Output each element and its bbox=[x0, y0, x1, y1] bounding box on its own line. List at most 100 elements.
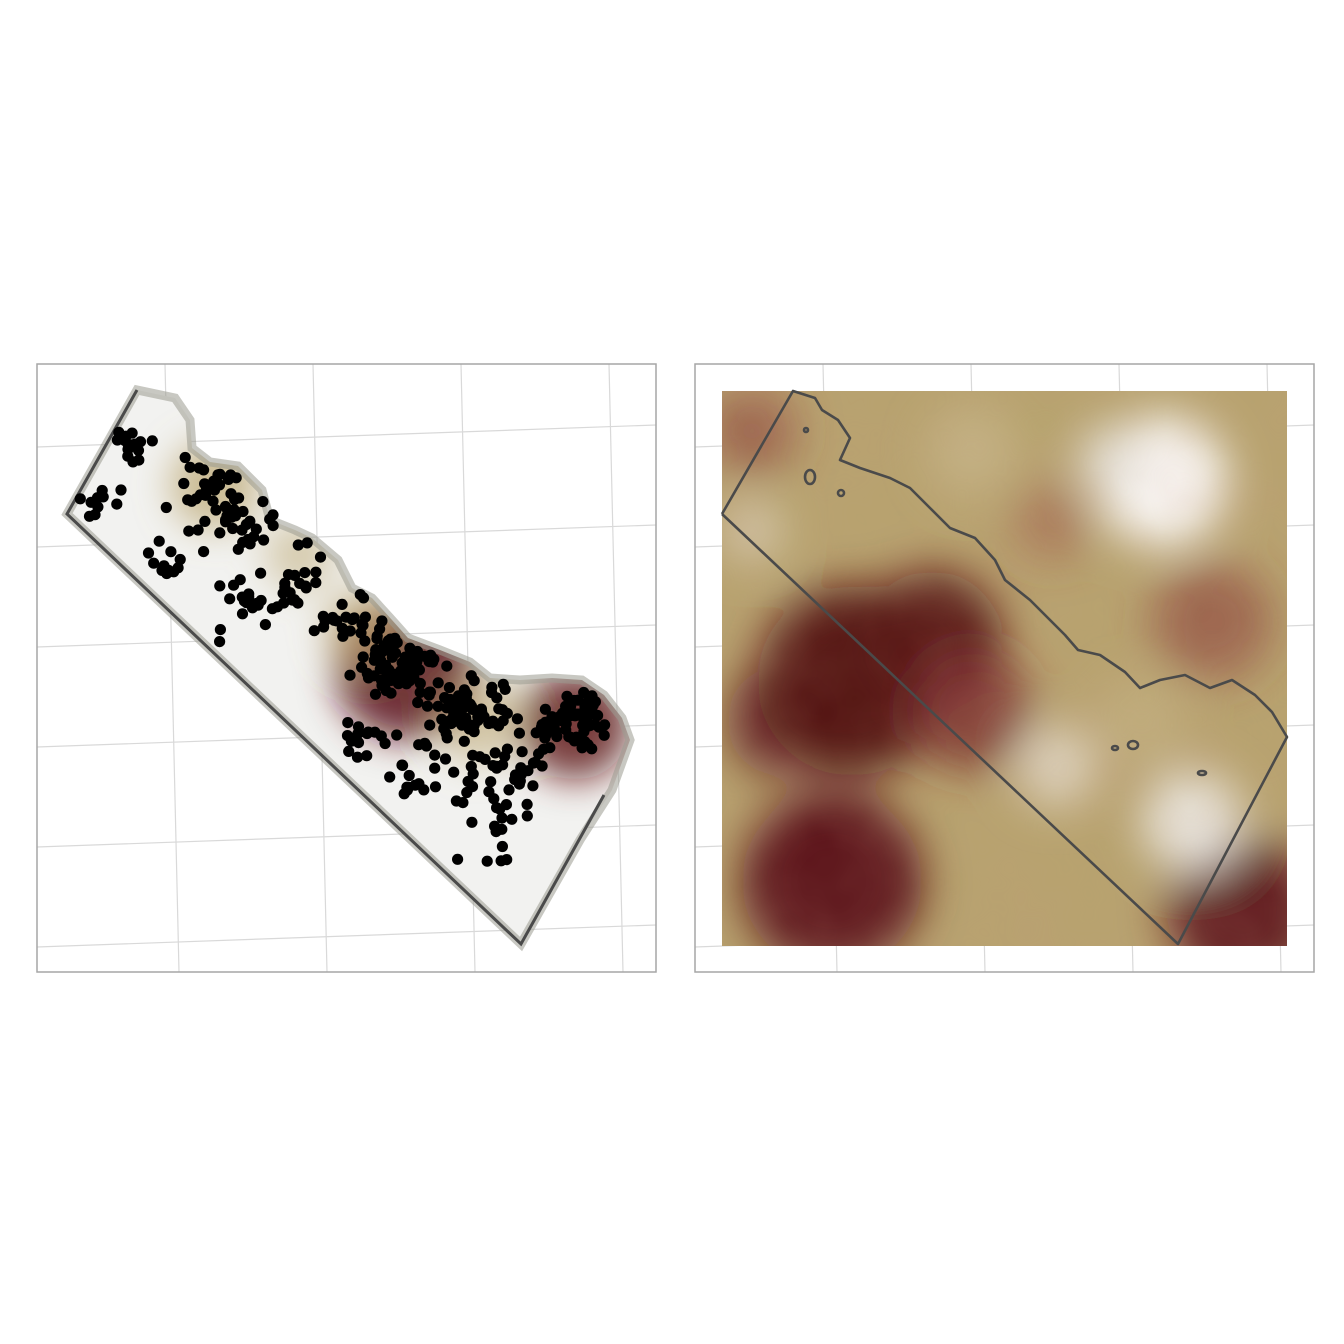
occurrence-point bbox=[314, 551, 327, 563]
occurrence-point bbox=[414, 686, 426, 699]
occurrence-point bbox=[503, 784, 515, 796]
occurrence-point bbox=[352, 728, 364, 740]
occurrence-point bbox=[485, 776, 497, 788]
occurrence-point bbox=[198, 546, 210, 558]
occurrence-point bbox=[370, 644, 382, 656]
occurrence-point bbox=[115, 484, 127, 496]
occurrence-point bbox=[111, 434, 123, 446]
occurrence-point bbox=[461, 786, 473, 799]
occurrence-point bbox=[511, 713, 523, 725]
occurrence-point bbox=[586, 743, 598, 755]
occurrence-point bbox=[444, 693, 456, 706]
occurrence-point bbox=[111, 498, 123, 510]
occurrence-point bbox=[214, 624, 226, 636]
occurrence-point bbox=[344, 669, 356, 681]
occurrence-point bbox=[183, 525, 195, 537]
occurrence-point bbox=[310, 566, 322, 578]
occurrence-point bbox=[230, 472, 242, 484]
occurrence-point bbox=[359, 635, 371, 647]
occurrence-point bbox=[148, 557, 160, 569]
occurrence-point bbox=[310, 577, 322, 589]
occurrence-point bbox=[496, 840, 508, 853]
parallel-line bbox=[37, 924, 656, 948]
meridian-line bbox=[608, 364, 624, 972]
occurrence-point bbox=[351, 751, 364, 763]
occurrence-point bbox=[220, 514, 232, 526]
occurrence-point bbox=[292, 539, 304, 551]
occurrence-point bbox=[343, 745, 355, 758]
occurrence-point bbox=[429, 749, 441, 761]
left-map-panel bbox=[36, 363, 657, 973]
right-panel-frame bbox=[694, 363, 1315, 973]
occurrence-point bbox=[403, 769, 415, 782]
occurrence-point bbox=[357, 619, 369, 631]
occurrence-point bbox=[255, 567, 267, 579]
occurrence-point bbox=[441, 660, 453, 672]
occurrence-point bbox=[551, 730, 563, 743]
occurrence-point bbox=[91, 492, 104, 504]
study-area-outline bbox=[720, 389, 1289, 946]
occurrence-point bbox=[165, 546, 177, 558]
occurrence-point bbox=[342, 717, 354, 729]
occurrence-point bbox=[336, 598, 348, 611]
occurrence-point bbox=[486, 681, 498, 693]
occurrence-point bbox=[539, 732, 551, 744]
occurrence-point bbox=[369, 688, 382, 700]
occurrence-point bbox=[267, 509, 279, 521]
occurrence-point bbox=[267, 520, 279, 532]
occurrence-point bbox=[299, 580, 312, 592]
occurrence-point bbox=[457, 702, 469, 714]
occurrence-point bbox=[178, 477, 190, 490]
occurrence-point bbox=[577, 735, 590, 747]
occurrence-point bbox=[375, 658, 387, 670]
occurrence-point bbox=[462, 775, 474, 788]
occurrence-point bbox=[493, 720, 505, 732]
occurrence-point bbox=[83, 510, 96, 522]
island-outline bbox=[803, 468, 817, 486]
occurrence-point bbox=[499, 750, 511, 763]
occurrence-point bbox=[228, 579, 240, 591]
occurrence-point bbox=[535, 721, 548, 733]
occurrence-point bbox=[240, 518, 252, 531]
occurrence-point bbox=[429, 762, 441, 774]
occurrence-point bbox=[214, 636, 226, 648]
occurrence-point bbox=[184, 461, 196, 473]
occurrence-point bbox=[210, 504, 222, 516]
left-point-layer bbox=[74, 426, 611, 867]
occurrence-point bbox=[142, 547, 155, 559]
occurrence-point bbox=[227, 522, 239, 535]
occurrence-point bbox=[583, 694, 595, 706]
right-raster-field bbox=[722, 391, 1287, 946]
occurrence-point bbox=[207, 495, 219, 507]
occurrence-point bbox=[282, 569, 295, 581]
occurrence-point bbox=[496, 704, 508, 716]
occurrence-point bbox=[153, 535, 165, 547]
occurrence-point bbox=[551, 714, 563, 726]
occurrence-point bbox=[361, 727, 373, 740]
occurrence-point bbox=[418, 650, 430, 662]
occurrence-point bbox=[74, 493, 86, 505]
occurrence-point bbox=[328, 614, 340, 626]
occurrence-point bbox=[527, 780, 539, 792]
occurrence-point bbox=[214, 580, 226, 592]
occurrence-point bbox=[495, 855, 507, 867]
occurrence-point bbox=[301, 537, 313, 549]
occurrence-point bbox=[465, 760, 477, 773]
occurrence-point bbox=[568, 694, 580, 707]
occurrence-point bbox=[319, 615, 331, 627]
occurrence-point bbox=[237, 536, 249, 549]
occurrence-point bbox=[158, 560, 170, 572]
occurrence-point bbox=[212, 469, 224, 481]
occurrence-point bbox=[583, 702, 595, 714]
occurrence-point bbox=[491, 760, 503, 773]
occurrence-point bbox=[397, 759, 409, 772]
left-study-area-boundary bbox=[65, 389, 606, 947]
occurrence-point bbox=[457, 797, 469, 809]
occurrence-point bbox=[423, 689, 435, 701]
occurrence-point bbox=[440, 727, 452, 740]
occurrence-point bbox=[460, 712, 472, 724]
occurrence-point bbox=[513, 727, 526, 739]
right-study-area-boundary bbox=[720, 389, 1289, 946]
occurrence-point bbox=[248, 531, 260, 543]
